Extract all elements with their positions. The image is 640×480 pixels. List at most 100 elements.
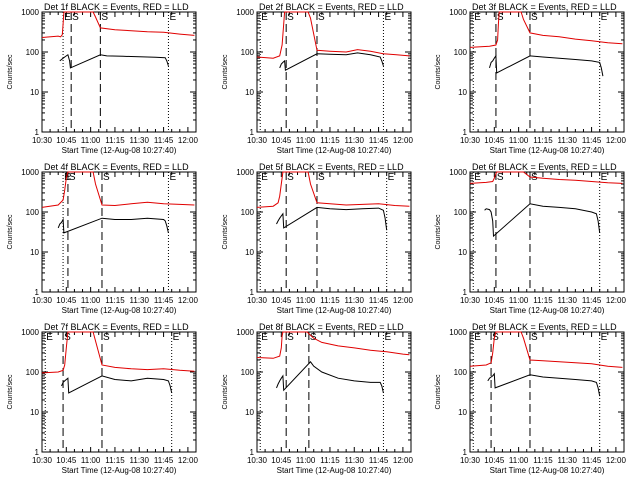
y-tick-label: 100 xyxy=(454,48,468,57)
y-tick-label: 1 xyxy=(463,288,468,297)
x-tick-label: 11:00 xyxy=(509,456,529,465)
lld-rate-line xyxy=(256,331,410,359)
x-tick-label: 12:00 xyxy=(393,296,414,305)
y-tick-label: 100 xyxy=(26,368,40,377)
x-axis-label: Start Time (12-Aug-08 10:27:40) xyxy=(490,146,605,155)
x-tick-label: 11:45 xyxy=(369,136,389,145)
x-tick-label: 10:45 xyxy=(484,456,505,465)
lld-rate-line xyxy=(469,11,623,48)
y-tick-label: 10 xyxy=(30,88,39,97)
y-tick-label: 10 xyxy=(458,408,467,417)
x-tick-label: 11:00 xyxy=(509,296,529,305)
x-tick-label: 10:45 xyxy=(56,136,77,145)
lld-rate-line xyxy=(41,11,195,38)
y-tick-label: 1000 xyxy=(21,328,39,337)
plot-frame xyxy=(41,11,197,133)
chart-panel-6: Det 6f BLACK = Events, RED = LLD Counts/s… xyxy=(435,162,626,315)
x-tick-label: 12:00 xyxy=(393,136,414,145)
event-marker-label: S xyxy=(287,12,294,23)
y-tick-label: 1000 xyxy=(236,328,254,337)
event-marker-label: E xyxy=(261,332,268,343)
event-marker-label: E xyxy=(173,332,180,343)
y-tick-label: 1000 xyxy=(21,8,39,17)
y-tick-label: 1000 xyxy=(236,8,254,17)
x-tick-label: 11:15 xyxy=(105,296,125,305)
event-rate-line xyxy=(279,52,384,71)
event-rate-line xyxy=(276,361,384,394)
x-tick-label: 10:45 xyxy=(271,136,292,145)
x-axis-label: Start Time (12-Aug-08 10:27:40) xyxy=(62,146,177,155)
y-tick-label: 1 xyxy=(250,128,255,137)
plot-frame xyxy=(469,171,625,293)
x-tick-label: 11:45 xyxy=(369,296,389,305)
x-tick-label: 11:15 xyxy=(105,456,125,465)
x-tick-label: 10:45 xyxy=(56,296,77,305)
x-tick-label: 10:30 xyxy=(460,136,481,145)
chart-title: Det 1f BLACK = Events, RED = LLD xyxy=(44,2,189,12)
event-marker-label: E xyxy=(64,12,71,23)
y-axis-label: Counts/sec xyxy=(7,54,14,90)
y-tick-label: 1 xyxy=(35,448,40,457)
plot-frame xyxy=(256,331,412,453)
x-tick-label: 10:45 xyxy=(484,296,505,305)
y-axis-label: Counts/sec xyxy=(7,214,14,250)
event-rate-line xyxy=(61,375,173,394)
chart-panel-9: Det 9f BLACK = Events, RED = LLD Counts/s… xyxy=(435,322,626,475)
y-axis-label: Counts/sec xyxy=(435,214,442,250)
event-marker-label: E xyxy=(384,12,391,23)
y-tick-label: 10 xyxy=(245,248,254,257)
x-tick-label: 11:15 xyxy=(320,136,340,145)
x-tick-label: 11:30 xyxy=(345,296,365,305)
x-axis-label: Start Time (12-Aug-08 10:27:40) xyxy=(277,146,392,155)
x-axis-label: Start Time (12-Aug-08 10:27:40) xyxy=(277,306,392,315)
event-marker-label: E xyxy=(474,172,481,183)
plot-frame xyxy=(469,331,625,453)
chart-panel-3: Det 3f BLACK = Events, RED = LLD Counts/s… xyxy=(435,2,626,155)
event-marker-label: S xyxy=(103,172,110,183)
plot-frame xyxy=(256,171,412,293)
chart-panel-5: Det 5f BLACK = Events, RED = LLD Counts/s… xyxy=(222,162,413,315)
lld-rate-line xyxy=(41,331,195,374)
x-tick-label: 11:30 xyxy=(345,136,365,145)
x-tick-label: 10:45 xyxy=(271,456,292,465)
chart-title: Det 8f BLACK = Events, RED = LLD xyxy=(259,322,404,332)
x-axis-label: Start Time (12-Aug-08 10:27:40) xyxy=(62,306,177,315)
x-axis-label: Start Time (12-Aug-08 10:27:40) xyxy=(277,466,392,475)
event-marker-label: S xyxy=(318,172,325,183)
x-tick-label: 11:45 xyxy=(369,456,389,465)
y-axis-label: Counts/sec xyxy=(222,54,229,90)
y-tick-label: 100 xyxy=(26,48,40,57)
event-marker-label: E xyxy=(601,12,608,23)
y-tick-label: 10 xyxy=(458,88,467,97)
event-marker-label: E xyxy=(388,172,395,183)
plot-frame xyxy=(41,171,197,293)
y-tick-label: 1 xyxy=(35,288,40,297)
x-axis-label: Start Time (12-Aug-08 10:27:40) xyxy=(490,466,605,475)
plot-frame xyxy=(256,11,412,133)
event-marker-label: S xyxy=(103,332,110,343)
y-tick-label: 100 xyxy=(454,208,468,217)
x-tick-label: 11:45 xyxy=(582,136,602,145)
event-marker-label: E xyxy=(169,172,176,183)
y-axis-label: Counts/sec xyxy=(435,54,442,90)
x-tick-label: 10:45 xyxy=(271,296,292,305)
x-tick-label: 12:00 xyxy=(606,136,627,145)
x-tick-label: 10:30 xyxy=(32,136,53,145)
x-tick-label: 11:30 xyxy=(130,296,150,305)
plot-frame xyxy=(469,11,625,133)
y-tick-label: 10 xyxy=(245,88,254,97)
y-axis-label: Counts/sec xyxy=(222,374,229,410)
event-rate-line xyxy=(484,203,601,238)
lld-rate-line xyxy=(41,171,195,208)
chart-title: Det 9f BLACK = Events, RED = LLD xyxy=(472,322,617,332)
x-tick-label: 10:30 xyxy=(247,296,268,305)
event-rate-line xyxy=(57,217,169,234)
chart-panel-8: Det 8f BLACK = Events, RED = LLD Counts/s… xyxy=(222,322,413,475)
x-tick-label: 10:30 xyxy=(247,136,268,145)
x-tick-label: 11:30 xyxy=(558,136,578,145)
x-tick-label: 10:30 xyxy=(460,296,481,305)
chart-title: Det 2f BLACK = Events, RED = LLD xyxy=(259,2,404,12)
plot-frame xyxy=(41,331,197,453)
lld-rate-line xyxy=(469,171,623,184)
x-tick-label: 10:45 xyxy=(484,136,505,145)
